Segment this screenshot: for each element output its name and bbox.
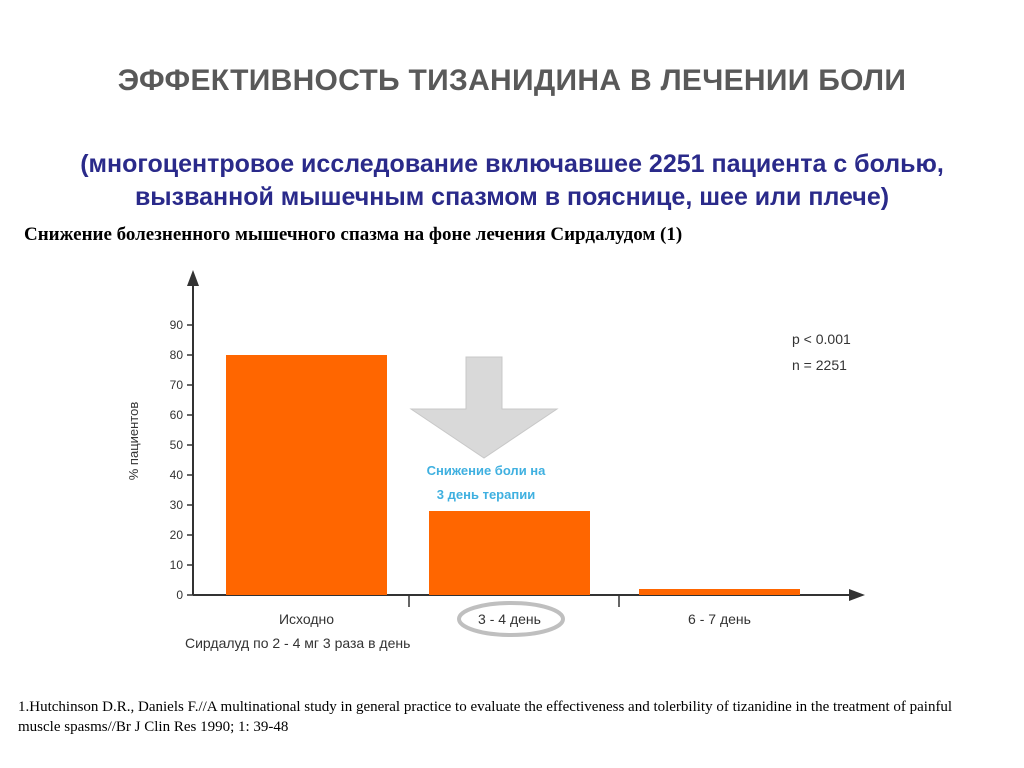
y-axis-label: % пациентов bbox=[126, 402, 141, 481]
y-tick-label: 80 bbox=[170, 348, 184, 362]
y-tick-label: 10 bbox=[170, 558, 184, 572]
slide-subtitle: (многоцентровое исследование включавшее … bbox=[0, 148, 1024, 214]
x-axis-arrowhead bbox=[849, 589, 865, 601]
y-tick-label: 0 bbox=[176, 588, 183, 602]
y-tick-labels: 0 10 20 30 40 50 60 70 80 90 bbox=[170, 318, 193, 602]
y-tick-label: 90 bbox=[170, 318, 184, 332]
bar-2 bbox=[429, 511, 590, 595]
arrow-label-line-2: 3 день терапии bbox=[437, 487, 535, 502]
stats-p-value: p < 0.001 bbox=[792, 331, 851, 347]
reference-footnote: 1.Hutchinson D.R., Daniels F.//A multina… bbox=[18, 699, 953, 735]
x-category-label: 6 - 7 день bbox=[688, 611, 751, 627]
y-tick-label: 30 bbox=[170, 498, 184, 512]
y-tick-label: 40 bbox=[170, 468, 184, 482]
chart-bars bbox=[226, 355, 800, 595]
y-tick-label: 60 bbox=[170, 408, 184, 422]
stats-sample-size: n = 2251 bbox=[792, 357, 847, 373]
y-tick-label: 50 bbox=[170, 438, 184, 452]
down-arrow-icon bbox=[409, 356, 559, 459]
bar-3 bbox=[639, 589, 800, 595]
highlight-ellipse bbox=[457, 601, 565, 637]
y-tick-label: 70 bbox=[170, 378, 184, 392]
chart-caption: Снижение болезненного мышечного спазма н… bbox=[24, 224, 683, 245]
x-tick-labels: Исходно 3 - 4 день 6 - 7 день bbox=[279, 611, 751, 627]
x-category-label: Исходно bbox=[279, 611, 334, 627]
y-axis-arrowhead bbox=[187, 270, 199, 286]
bar-1 bbox=[226, 355, 387, 595]
dose-note: Сирдалуд по 2 - 4 мг 3 раза в день bbox=[185, 635, 410, 651]
subtitle-line-2: вызванной мышечным спазмом в пояснице, ш… bbox=[134, 183, 890, 211]
bar-chart: 0 10 20 30 40 50 60 70 80 90 Исходно 3 - 4 день 6 -… bbox=[126, 270, 865, 651]
x-category-label: 3 - 4 день bbox=[478, 611, 541, 627]
arrow-label-line-1: Снижение боли на bbox=[427, 463, 547, 478]
subtitle-line-1: (многоцентровое исследование включавшее … bbox=[80, 150, 944, 178]
slide-title: ЭФФЕКТИВНОСТЬ ТИЗАНИДИНА В ЛЕЧЕНИИ БОЛИ bbox=[117, 64, 907, 97]
y-tick-label: 20 bbox=[170, 528, 184, 542]
